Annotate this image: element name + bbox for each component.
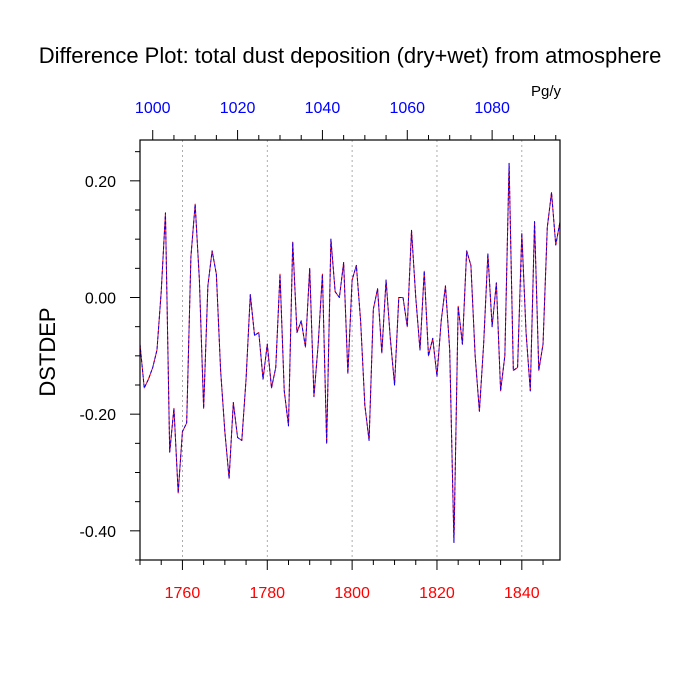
y-tick-label: -0.40: [80, 524, 117, 541]
x-tick-label: 1820: [419, 585, 455, 602]
x-tick-label: 1800: [334, 585, 370, 602]
series-1-line: [139, 162, 561, 543]
x-tick-label: 1840: [504, 585, 540, 602]
top-tick-label: 1000: [135, 100, 171, 117]
series-2-line: [139, 162, 561, 543]
plot-frame: [139, 139, 561, 561]
axes: 1760 1780 1800 1820 1840 1000 1020 1040 1060 1080…: [80, 100, 557, 602]
plot-lines: [139, 162, 561, 543]
chart-title: Difference Plot: total dust deposition (…: [39, 43, 662, 68]
units-label: Pg/y: [531, 83, 562, 100]
y-tick-label: -0.20: [80, 407, 117, 424]
y-axis-label: DSTDEP: [35, 307, 60, 396]
top-tick-label: 1060: [389, 100, 425, 117]
y-tick-label: 0.20: [85, 174, 116, 191]
x-tick-label: 1780: [249, 585, 285, 602]
grid: [182, 140, 523, 560]
y-tick-label: 0.00: [85, 291, 116, 308]
top-tick-label: 1020: [220, 100, 256, 117]
top-tick-label: 1080: [474, 100, 510, 117]
x-tick-label: 1760: [165, 585, 201, 602]
top-tick-label: 1040: [305, 100, 341, 117]
